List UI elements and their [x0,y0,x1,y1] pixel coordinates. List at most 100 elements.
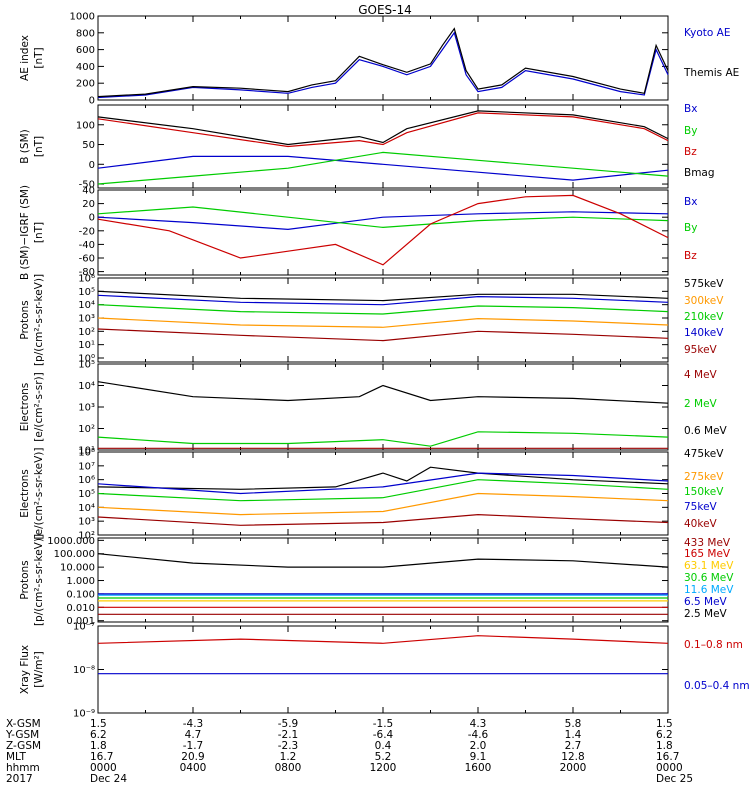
panel-2: -50 0 50 100 B (SM) [nT] Bx By Bz Bmag [19,103,715,191]
y-tick-label: 50 [82,140,95,151]
series-line [97,466,669,490]
y-tick-label: 10¹ [78,340,95,351]
y-axis-label: [e/(cm²-s-sr-keV)] [33,448,45,540]
orbit-cell: 0400 [180,762,207,774]
orbit-cell: -6.4 [373,729,394,741]
y-tick-label: 600 [76,45,95,56]
y-tick-label: 10⁴ [78,381,95,392]
y-axis-label: Electrons [19,469,31,518]
y-tick-label: 0 [89,160,95,171]
y-tick-label: 200 [76,79,95,90]
series-line [97,112,669,148]
series-line [97,381,669,404]
series-line [97,431,669,447]
y-tick-label: 10³ [78,517,95,528]
series-line [97,328,669,342]
orbit-cell: 12.8 [561,751,584,763]
y-tick-label: 10² [78,531,95,542]
orbit-cell: -5.9 [278,718,299,730]
orbit-cell: 1.2 [280,751,297,763]
y-tick-label: -50 [79,180,95,191]
series-line [97,492,669,516]
orbit-cell: 5.2 [375,751,392,763]
legend-label: 165 MeV [684,548,731,560]
y-tick-label: 10³ [78,313,95,324]
orbit-cell: -2.3 [278,740,299,752]
y-tick-label: 1.000 [66,576,95,587]
y-tick-label: 100.000 [54,549,95,560]
orbit-cell: 0000 [90,762,117,774]
orbit-cell: -2.1 [278,729,299,741]
orbit-row-label: Y-GSM [5,729,39,741]
panel-frame [97,363,669,451]
y-tick-label: -40 [79,240,95,251]
orbit-row-label: 2017 [6,773,33,785]
y-axis-label: [nT] [33,222,45,243]
legend-label: 2 MeV [684,398,718,410]
panel-6: 10² 10³ 10⁴ 10⁵ 10⁶ 10⁷ 10⁸ Electrons [e/(cm²-s-… [19,448,724,542]
orbit-cell: 0.4 [375,740,392,752]
legend-label: 2.5 MeV [684,608,728,620]
panel-8: 10⁻⁹ 10⁻⁸ 10⁻⁷ Xray Flux [W/m²] 0.1–0.8 nm 0.0… [19,622,750,720]
orbit-cell: 1.5 [90,718,107,730]
legend-label: Themis AE [683,67,739,79]
legend-label: 0.05–0.4 nm [684,680,750,692]
orbit-cell: 6.2 [656,729,673,741]
y-axis-label: [p/(cm²-s-sr-keV)] [33,534,45,626]
series-line [97,290,669,302]
panel-frame [97,277,669,363]
y-axis-label: Protons [19,560,31,599]
series-line [97,479,669,502]
orbit-cell: 1200 [370,762,397,774]
orbit-cell: Dec 25 [656,773,693,785]
legend-label: 11.6 MeV [684,584,734,596]
legend-label: 140keV [684,327,724,339]
orbit-cell: 1.5 [656,718,673,730]
legend-label: 475keV [684,448,724,460]
y-tick-label: 800 [76,28,95,39]
y-tick-label: 40 [82,186,95,197]
orbit-cell: 4.7 [185,729,202,741]
y-axis-label: Electrons [19,383,31,432]
y-tick-label: 10² [78,327,95,338]
series-line [97,317,669,328]
y-tick-label: 10⁶ [78,274,95,285]
legend-label: 275keV [684,471,724,483]
panel-4: 10⁰ 10¹ 10² 10³ 10⁴ 10⁵ 10⁶ Protons [p/(cm²-s-sr… [19,274,724,367]
legend-label: By [684,222,697,234]
panel-frame [97,537,669,623]
panel-frame [97,189,669,276]
panel-frame [97,104,669,189]
series-line [97,513,669,526]
y-axis-label: [nT] [33,47,45,68]
series-line [97,27,669,98]
orbit-row-label: MLT [6,751,26,763]
series-line [97,635,669,644]
panel-3: -80 -60 -40 -20 0 20 40 B (SM)−IGRF (SM) [nT] Bx B… [19,185,697,280]
orbit-cell: 9.1 [470,751,487,763]
orbit-cell: 1600 [465,762,492,774]
legend-label: Bx [684,196,697,208]
y-tick-label: 10⁻⁷ [73,622,95,633]
orbit-row-label: Z-GSM [6,740,41,752]
y-tick-label: 100 [76,120,95,131]
y-tick-label: 10⁶ [78,475,95,486]
series-line [97,155,669,181]
orbit-cell: -4.3 [183,718,204,730]
legend-label: 95keV [684,344,718,356]
y-tick-label: 10¹ [78,446,95,457]
legend-label: 210keV [684,311,724,323]
legend-label: 150keV [684,486,724,498]
legend-label: 0.6 MeV [684,425,728,437]
y-axis-label: [p/(cm²-s-sr-keV)] [33,274,45,366]
y-tick-label: 1000.000 [47,536,95,547]
legend-label: Kyoto AE [684,27,730,39]
y-tick-label: 10.000 [60,563,95,574]
y-axis-label: Protons [19,300,31,339]
series-line [97,304,669,315]
orbit-cell: -4.6 [468,729,489,741]
y-tick-label: 10³ [78,403,95,414]
orbit-cell: 16.7 [90,751,113,763]
orbit-cell: 20.9 [181,751,204,763]
